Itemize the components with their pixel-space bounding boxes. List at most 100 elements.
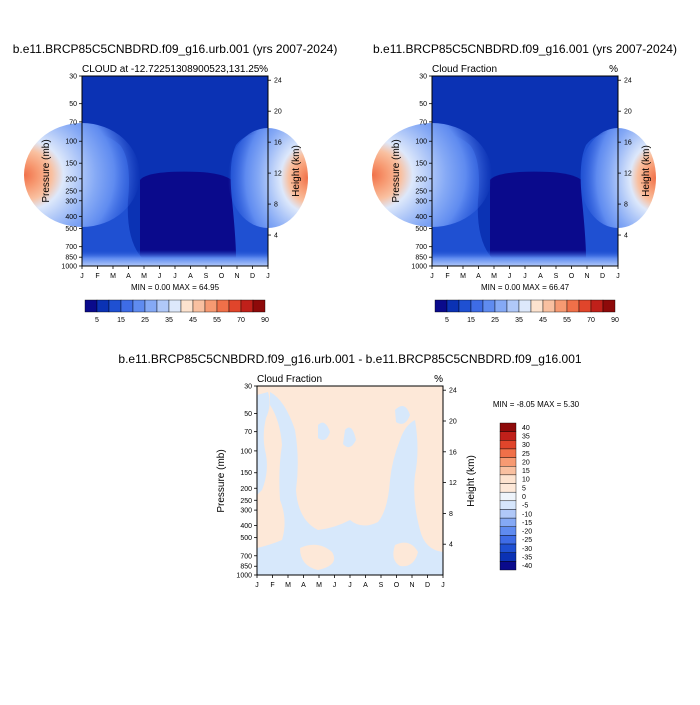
colorbar-swatch	[602, 299, 616, 313]
colorbar-swatch	[566, 299, 580, 313]
colorbar-swatch	[96, 299, 110, 313]
height-tick-label: 16	[449, 449, 457, 456]
colorbar-swatch	[499, 448, 517, 458]
height-tick-label: 24	[449, 388, 457, 395]
panel-3-field-pos-pocket-2	[300, 544, 335, 570]
colorbar-label: 20	[522, 459, 530, 466]
panel-1-title: b.e11.BRCP85C5CNBDRD.f09_g16.urb.001 (yr…	[13, 42, 338, 56]
pressure-tick-label: 70	[244, 429, 252, 436]
month-tick-label: M	[285, 582, 291, 589]
panel-3-ylabel: Pressure (mb)	[216, 449, 227, 512]
panel-3-title: b.e11.BRCP85C5CNBDRD.f09_g16.urb.001 - b…	[118, 352, 581, 366]
colorbar-swatch	[180, 299, 194, 313]
panel-3-field-neg-top-3	[395, 406, 410, 424]
pressure-tick-label: 700	[415, 244, 427, 251]
month-tick-label: A	[363, 582, 368, 589]
pressure-tick-label: 1000	[61, 264, 77, 271]
colorbar-label: 90	[611, 317, 619, 324]
pressure-tick-label: 200	[65, 176, 77, 183]
colorbar-label: 30	[522, 442, 530, 449]
panel-1-field-low-band	[82, 250, 268, 266]
colorbar-label: -5	[522, 503, 528, 510]
panel-1: b.e11.BRCP85C5CNBDRD.f09_g16.urb.001 (yr…	[13, 42, 338, 324]
colorbar-swatch	[434, 299, 448, 313]
month-tick-label: O	[569, 273, 575, 280]
pressure-tick-label: 200	[415, 176, 427, 183]
month-tick-label: M	[491, 273, 497, 280]
month-tick-label: N	[234, 273, 239, 280]
colorbar-swatch	[120, 299, 134, 313]
pressure-tick-label: 300	[240, 508, 252, 515]
pressure-tick-label: 250	[240, 498, 252, 505]
month-tick-label: J	[333, 582, 337, 589]
month-tick-label: D	[250, 273, 255, 280]
month-tick-label: F	[445, 273, 449, 280]
height-tick-label: 12	[449, 480, 457, 487]
height-tick-label: 8	[449, 511, 453, 518]
colorbar-label: 15	[117, 317, 125, 324]
panel-3: b.e11.BRCP85C5CNBDRD.f09_g16.urb.001 - b…	[118, 352, 581, 589]
panel-3-field-pos-pocket-3	[393, 542, 418, 567]
colorbar-swatch	[530, 299, 544, 313]
panel-3-ylabel-right: Height (km)	[466, 455, 477, 507]
colorbar-label: 55	[563, 317, 571, 324]
colorbar-swatch	[470, 299, 484, 313]
panel-3-field-neg-main	[257, 392, 443, 575]
colorbar-swatch	[499, 552, 517, 562]
colorbar-swatch	[554, 299, 568, 313]
colorbar-swatch	[499, 491, 517, 502]
colorbar-label: 5	[95, 317, 99, 324]
month-tick-label: M	[141, 273, 147, 280]
height-tick-label: 20	[274, 109, 282, 116]
month-tick-label: N	[584, 273, 589, 280]
panel-1-field-dark-core	[140, 171, 240, 258]
pressure-tick-label: 300	[65, 198, 77, 205]
panel-1-ylabel: Pressure (mb)	[41, 139, 52, 202]
colorbar-swatch	[499, 509, 517, 519]
colorbar-swatch	[108, 299, 122, 313]
pressure-tick-label: 150	[65, 161, 77, 168]
colorbar-swatch	[446, 299, 460, 313]
pressure-tick-label: 500	[240, 535, 252, 542]
month-tick-label: O	[394, 582, 400, 589]
colorbar-swatch	[132, 299, 146, 313]
colorbar-label: 70	[237, 317, 245, 324]
month-tick-label: M	[460, 273, 466, 280]
month-tick-label: A	[301, 582, 306, 589]
colorbar-swatch	[228, 299, 242, 313]
colorbar-swatch	[144, 299, 158, 313]
colorbar-label: 55	[213, 317, 221, 324]
colorbar-swatch	[499, 517, 517, 527]
pressure-tick-label: 850	[415, 255, 427, 262]
colorbar-label: -35	[522, 555, 532, 562]
colorbar-swatch	[499, 535, 517, 545]
panel-2-plot-area	[372, 75, 656, 267]
colorbar-swatch	[499, 422, 517, 432]
colorbar-swatch	[494, 299, 508, 313]
pressure-tick-label: 400	[65, 214, 77, 221]
pressure-tick-label: 850	[65, 255, 77, 262]
pressure-tick-label: 300	[415, 198, 427, 205]
pressure-tick-label: 700	[65, 244, 77, 251]
colorbar-swatch	[168, 299, 182, 313]
colorbar-swatch	[499, 466, 517, 476]
colorbar-swatch	[499, 483, 517, 493]
month-tick-label: M	[110, 273, 116, 280]
colorbar-swatch	[506, 299, 520, 313]
pressure-tick-label: 100	[415, 139, 427, 146]
panel-2-field-dark-core	[490, 171, 590, 258]
panel-2-ylabel: Pressure (mb)	[391, 139, 402, 202]
colorbar-swatch	[499, 500, 517, 510]
colorbar-swatch	[84, 299, 98, 313]
panel-3-units: %	[434, 374, 443, 385]
month-tick-label: M	[316, 582, 322, 589]
month-tick-label: S	[204, 273, 209, 280]
colorbar-swatch	[156, 299, 170, 313]
month-tick-label: A	[538, 273, 543, 280]
pressure-tick-label: 30	[69, 74, 77, 81]
month-tick-label: F	[95, 273, 99, 280]
colorbar-label: 25	[491, 317, 499, 324]
month-tick-label: J	[616, 273, 620, 280]
